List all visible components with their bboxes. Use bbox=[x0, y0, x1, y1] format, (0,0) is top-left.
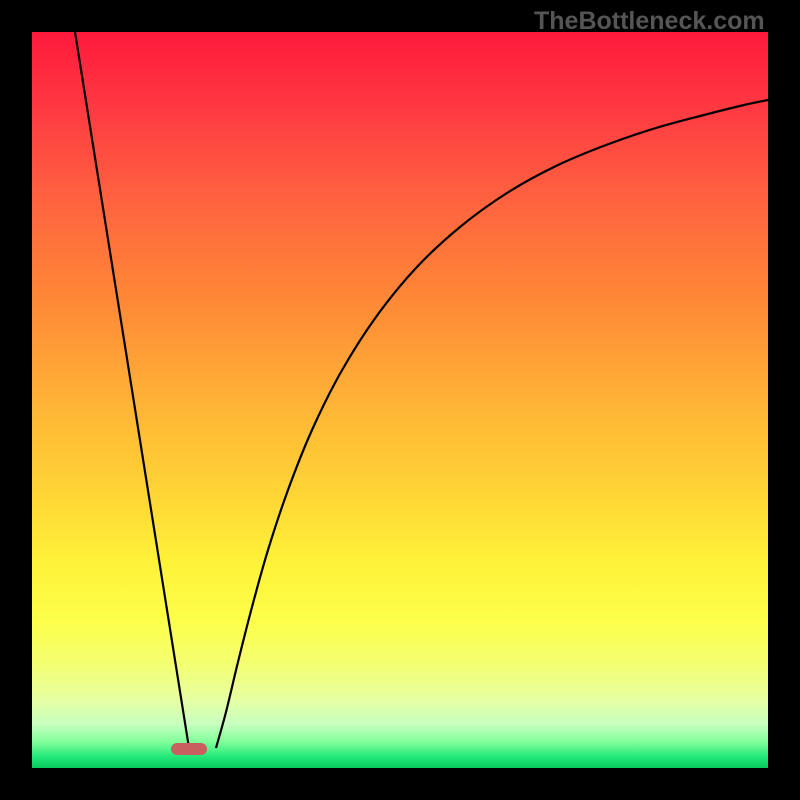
gradient-background bbox=[32, 32, 768, 768]
optimal-marker bbox=[171, 743, 207, 755]
plot-area bbox=[32, 32, 768, 768]
watermark-text: TheBottleneck.com bbox=[534, 7, 765, 36]
bottleneck-chart bbox=[0, 0, 800, 800]
chart-container: TheBottleneck.com bbox=[0, 0, 800, 800]
